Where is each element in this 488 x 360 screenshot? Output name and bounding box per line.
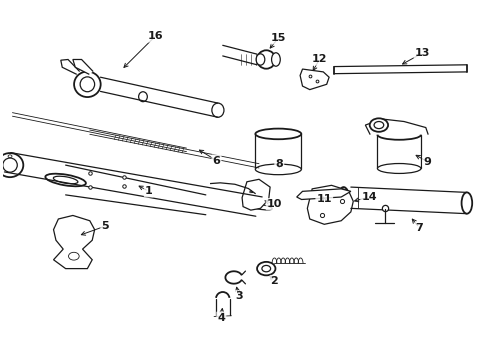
Ellipse shape bbox=[0, 153, 23, 177]
Ellipse shape bbox=[377, 130, 420, 140]
Ellipse shape bbox=[271, 53, 280, 66]
Text: 14: 14 bbox=[361, 192, 376, 202]
Text: 8: 8 bbox=[275, 159, 283, 169]
Text: 9: 9 bbox=[423, 157, 430, 167]
Ellipse shape bbox=[245, 203, 272, 210]
Ellipse shape bbox=[461, 192, 471, 214]
Ellipse shape bbox=[255, 164, 301, 175]
Ellipse shape bbox=[74, 72, 101, 97]
Text: 3: 3 bbox=[234, 291, 242, 301]
Ellipse shape bbox=[68, 252, 79, 260]
Polygon shape bbox=[73, 59, 93, 75]
Ellipse shape bbox=[262, 265, 270, 272]
Text: 11: 11 bbox=[316, 194, 331, 204]
Ellipse shape bbox=[257, 50, 275, 69]
Ellipse shape bbox=[53, 176, 78, 184]
Text: 6: 6 bbox=[212, 156, 220, 166]
Ellipse shape bbox=[255, 129, 301, 139]
Polygon shape bbox=[53, 215, 95, 269]
Ellipse shape bbox=[3, 158, 17, 172]
Text: 2: 2 bbox=[270, 276, 278, 286]
Bar bbox=[377, 135, 420, 168]
Text: 12: 12 bbox=[311, 54, 326, 64]
Text: 5: 5 bbox=[101, 221, 109, 231]
Bar bbox=[255, 134, 301, 169]
Text: 4: 4 bbox=[217, 312, 225, 323]
Ellipse shape bbox=[211, 103, 224, 117]
Polygon shape bbox=[296, 189, 350, 199]
Ellipse shape bbox=[0, 159, 21, 166]
Ellipse shape bbox=[369, 118, 387, 132]
Ellipse shape bbox=[8, 155, 12, 158]
Text: 7: 7 bbox=[415, 223, 423, 233]
Ellipse shape bbox=[256, 54, 264, 65]
Polygon shape bbox=[61, 59, 80, 75]
Polygon shape bbox=[307, 185, 352, 224]
Text: 10: 10 bbox=[266, 199, 282, 209]
Ellipse shape bbox=[138, 92, 147, 102]
Polygon shape bbox=[365, 119, 427, 135]
Ellipse shape bbox=[338, 187, 348, 208]
Polygon shape bbox=[242, 179, 269, 210]
Polygon shape bbox=[300, 69, 328, 90]
Text: 1: 1 bbox=[144, 186, 152, 196]
Text: 15: 15 bbox=[270, 33, 285, 43]
Text: 13: 13 bbox=[414, 48, 429, 58]
Ellipse shape bbox=[373, 122, 383, 129]
Ellipse shape bbox=[80, 77, 95, 92]
Ellipse shape bbox=[377, 163, 420, 174]
Ellipse shape bbox=[45, 174, 86, 186]
Text: 16: 16 bbox=[147, 31, 163, 41]
Ellipse shape bbox=[257, 262, 275, 275]
